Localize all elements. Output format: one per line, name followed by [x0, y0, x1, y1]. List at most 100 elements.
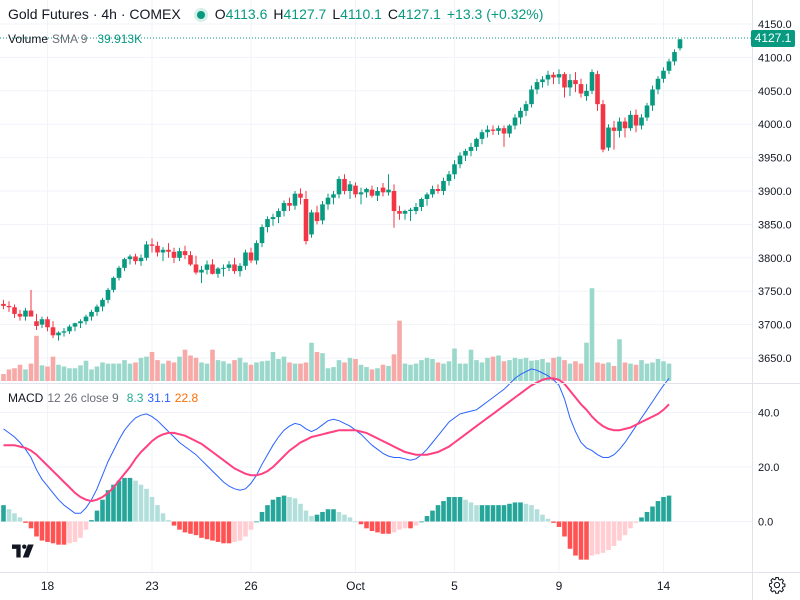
- macd-hist-bar: [281, 495, 287, 522]
- candle-body: [188, 255, 193, 265]
- price-tick-label: 3950.0: [758, 153, 792, 165]
- macd-hist-bar: [336, 511, 342, 522]
- macd-hist-bar: [639, 517, 644, 522]
- volume-bar: [474, 360, 479, 381]
- macd-hist-bar: [474, 505, 479, 522]
- volume-bar: [56, 364, 61, 381]
- candle-body: [490, 129, 496, 131]
- macd-hist-bar: [518, 502, 523, 522]
- macd-legend[interactable]: MACD 12 26 close 9 8.3 31.1 22.8: [8, 391, 202, 405]
- macd-hist-bar: [600, 521, 606, 553]
- volume-bar: [540, 358, 545, 381]
- candle-body: [342, 178, 347, 191]
- price-tick-label: 3900.0: [758, 186, 792, 198]
- macd-hist-bar: [331, 509, 336, 522]
- volume-bar: [485, 357, 490, 381]
- candle-body: [78, 321, 83, 324]
- macd-hist-bar: [540, 514, 545, 522]
- candle-body: [595, 74, 600, 105]
- macd-hist-bar: [380, 521, 386, 534]
- macd-hist-bar: [210, 521, 215, 541]
- candle-body: [314, 212, 320, 222]
- volume-bar: [127, 363, 133, 381]
- candle-body: [122, 259, 127, 268]
- low-label: L: [332, 6, 341, 22]
- price-tick-label: 4100.0: [758, 52, 792, 64]
- candle-body: [512, 117, 518, 126]
- close-label: C: [387, 6, 399, 22]
- volume-bar: [72, 368, 78, 381]
- macd-hist-bar: [17, 517, 23, 522]
- candle-body: [292, 193, 298, 206]
- candle-body: [567, 80, 573, 88]
- candle-body: [655, 78, 661, 90]
- candle-body: [672, 52, 677, 62]
- tradingview-logo[interactable]: [12, 543, 38, 559]
- macd-hist-bar: [116, 480, 122, 522]
- candle-body: [298, 193, 303, 198]
- volume-bar: [457, 363, 463, 381]
- candle-body: [485, 129, 490, 133]
- volume-bar: [259, 361, 265, 381]
- candle-body: [155, 245, 160, 253]
- settings-gear-icon[interactable]: [768, 576, 786, 594]
- macd-hist-bar: [441, 501, 446, 522]
- macd-tick-label: 20.0: [758, 462, 779, 474]
- macd-hist-bar: [226, 521, 232, 544]
- macd-hist-bar: [45, 521, 50, 542]
- candle-body: [127, 256, 133, 260]
- volume-bar: [595, 362, 600, 381]
- candle-body: [589, 72, 595, 91]
- macd-hist-bar: [342, 514, 347, 522]
- candle-body: [578, 84, 584, 94]
- time-tick-label: 5: [451, 579, 458, 593]
- volume-bar: [171, 362, 177, 381]
- macd-line: [3, 368, 670, 514]
- volume-bar: [578, 363, 584, 381]
- macd-hist-bar: [397, 521, 402, 530]
- symbol-title[interactable]: Gold Futures · 4h · COMEX: [8, 6, 181, 22]
- candle-body: [413, 207, 419, 212]
- macd-hist-bar: [61, 521, 67, 545]
- macd-hist-bar: [424, 516, 430, 522]
- macd-hist-bar: [39, 521, 45, 541]
- candle-body: [523, 104, 529, 111]
- candle-body: [138, 257, 144, 262]
- candle-body: [215, 268, 221, 274]
- candle-body: [600, 104, 606, 150]
- macd-hist-bar: [496, 505, 501, 522]
- price-tick-label: 3850.0: [758, 219, 792, 231]
- close-value: 4127.1: [398, 6, 441, 22]
- candle-body: [463, 150, 468, 156]
- price-tick-label: 4150.0: [758, 19, 792, 31]
- macd-hist-bar: [628, 521, 633, 529]
- candle-body: [380, 187, 386, 193]
- macd-hist-bar: [435, 505, 441, 522]
- macd-hist-bar: [375, 521, 380, 533]
- volume-bar: [358, 364, 364, 381]
- candle-body: [270, 217, 276, 220]
- candle-body: [309, 212, 314, 235]
- volume-bar: [501, 361, 507, 381]
- candle-body: [83, 316, 89, 322]
- volume-bar: [490, 356, 496, 381]
- volume-bar: [336, 360, 342, 381]
- price-tick-label: 3800.0: [758, 253, 792, 265]
- macd-hist-bar: [204, 521, 210, 540]
- price-tick-label: 3700.0: [758, 320, 792, 332]
- macd-hist-bar: [617, 521, 622, 541]
- macd-hist-bar: [386, 521, 391, 534]
- macd-hist-bar: [408, 521, 413, 529]
- candle-body: [573, 80, 578, 85]
- market-status-dot: [196, 11, 205, 19]
- macd-hist-bar: [325, 509, 331, 522]
- candle-body: [452, 164, 457, 175]
- macd-hist-bar: [248, 521, 254, 530]
- volume-bar: [551, 357, 556, 381]
- volume-legend[interactable]: Volume SMA 9 39.913K: [8, 32, 146, 46]
- macd-hist-bar: [309, 516, 314, 522]
- volume-bar: [45, 366, 50, 381]
- volume-bar: [17, 364, 23, 381]
- candle-body: [89, 311, 94, 317]
